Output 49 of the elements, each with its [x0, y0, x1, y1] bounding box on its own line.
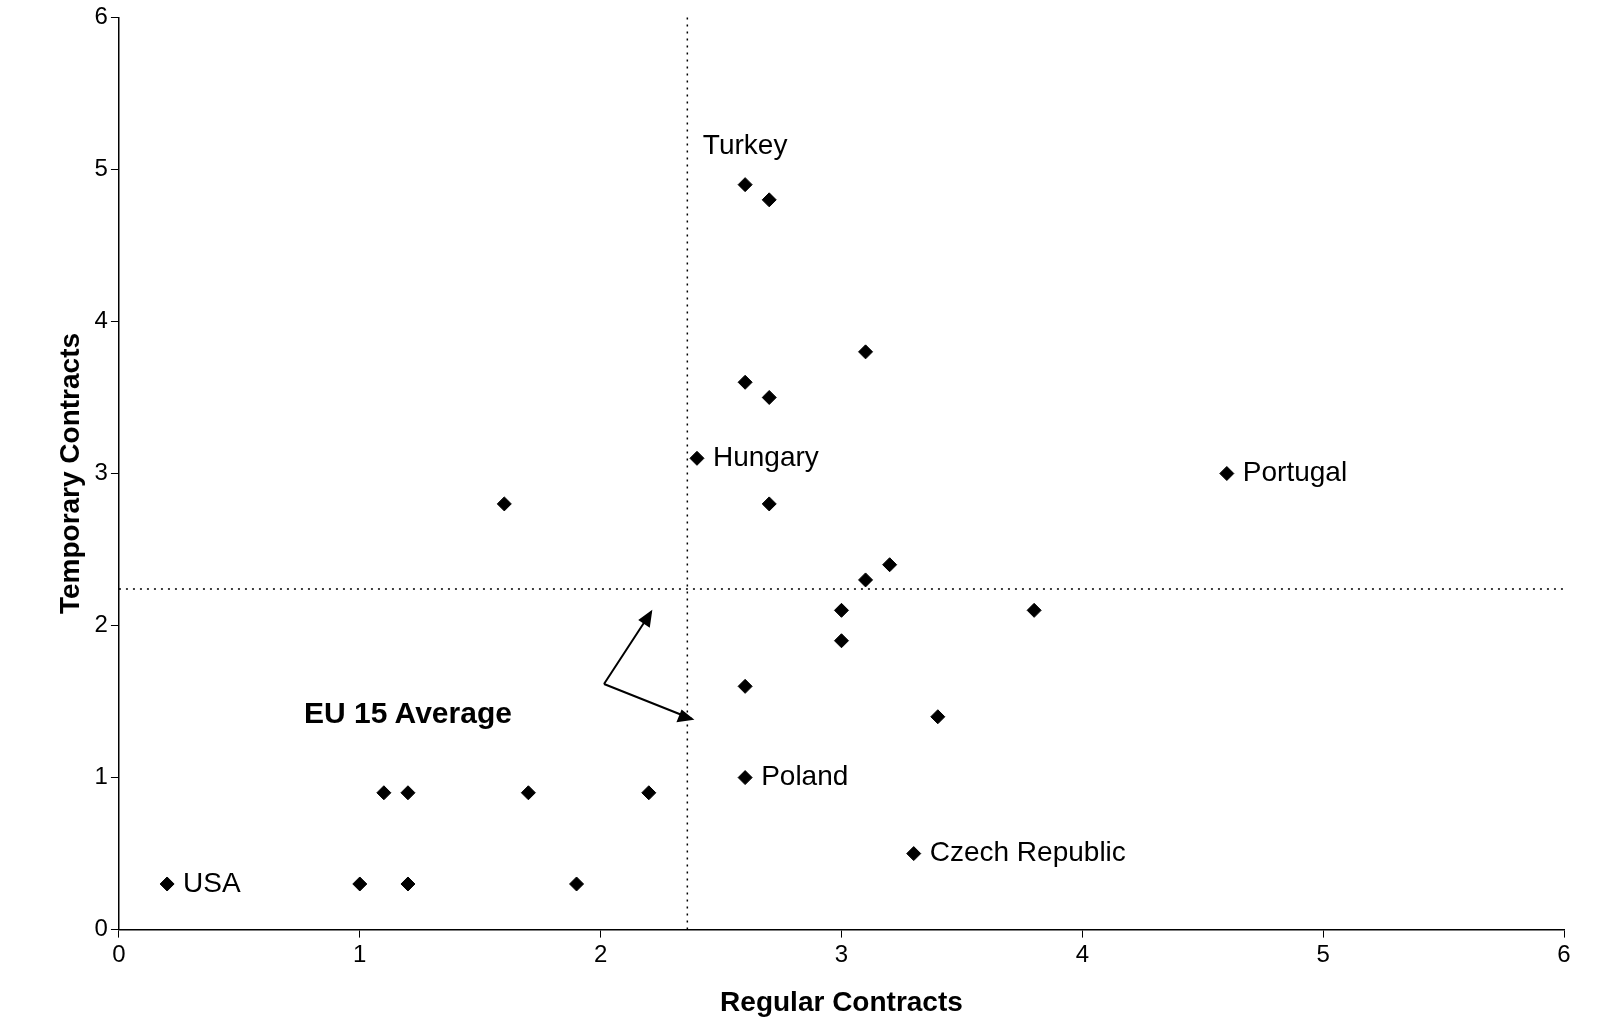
point: [376, 785, 392, 801]
point: [737, 374, 753, 390]
y-axis-title: Temporary Contracts: [53, 332, 85, 615]
x-tick-label: 1: [353, 939, 367, 967]
point: [882, 557, 898, 573]
point: [352, 876, 368, 892]
y-tick-label: 5: [94, 154, 108, 182]
annotation: Czech Republic: [929, 836, 1126, 868]
point: [761, 389, 777, 405]
point: [858, 572, 874, 588]
x-tick-label: 5: [1316, 939, 1330, 967]
y-tick-label: 1: [94, 762, 108, 790]
y-tick-label: 2: [94, 610, 108, 638]
point: [761, 192, 777, 208]
point: [833, 633, 849, 649]
point: [400, 876, 416, 892]
point: [737, 678, 753, 694]
point: [1026, 602, 1042, 618]
x-tick-label: 2: [593, 939, 608, 967]
point: [159, 876, 175, 892]
y-tick-label: 4: [94, 306, 108, 334]
point: [569, 876, 585, 892]
x-tick-label: 4: [1075, 939, 1089, 967]
point: [400, 785, 416, 801]
x-tick-label: 3: [834, 939, 849, 967]
y-tick-label: 6: [94, 2, 108, 30]
annotation: Portugal: [1242, 456, 1348, 488]
point: [496, 496, 512, 512]
annotation: Turkey: [702, 129, 788, 161]
point: [641, 785, 657, 801]
point: [737, 177, 753, 193]
point: [858, 344, 874, 360]
annotation: USA: [183, 866, 242, 898]
point: [833, 602, 849, 618]
annotation: Hungary: [712, 441, 819, 473]
point: [906, 846, 922, 862]
x-axis-title: Regular Contracts: [720, 985, 963, 1017]
annotation: EU 15 Average: [304, 696, 512, 730]
x-tick-label: 0: [112, 939, 126, 967]
point: [1219, 466, 1235, 481]
point: [737, 770, 753, 786]
y-tick-label: 3: [94, 458, 108, 486]
x-tick-label: 6: [1557, 939, 1571, 967]
point: [689, 450, 705, 466]
annotation: Poland: [761, 760, 849, 792]
y-tick-label: 0: [94, 914, 108, 942]
point: [930, 709, 946, 725]
point: [761, 496, 777, 512]
point: [520, 785, 536, 801]
